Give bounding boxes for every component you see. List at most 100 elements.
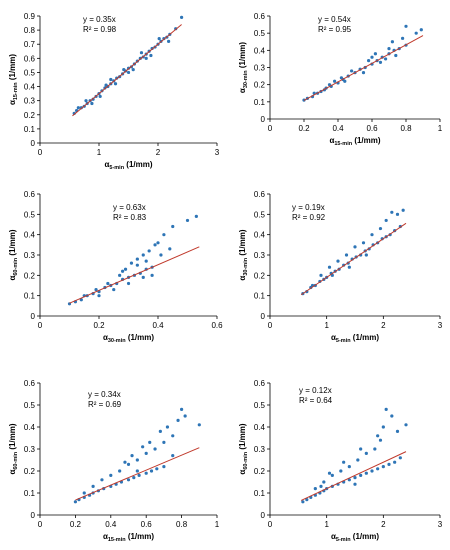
data-point <box>126 478 131 482</box>
trendline <box>300 222 407 296</box>
data-point <box>149 469 154 473</box>
data-point <box>327 471 332 475</box>
data-point <box>149 53 153 58</box>
data-point <box>364 471 368 475</box>
data-point <box>197 423 201 427</box>
data-point <box>319 484 323 488</box>
y-tick-label: 0.4 <box>254 423 266 432</box>
data-point <box>384 407 388 411</box>
x-tick-label: 0.6 <box>141 520 153 529</box>
data-point <box>387 462 391 466</box>
chart-panel-p5: 0 0.2 0.4 0.6 0.8 1 0 0.1 0.2 0.3 0.4 0.5 0.6 y = 0.3… <box>8 379 220 543</box>
data-point <box>367 59 371 63</box>
data-point <box>176 418 180 422</box>
x-axis-label: α5-min (1/mm) <box>331 532 379 543</box>
y-tick-label: 0.2 <box>24 467 36 476</box>
data-point <box>76 106 80 110</box>
trendline <box>303 35 424 101</box>
data-point <box>112 287 116 292</box>
y-tick-label: 0.1 <box>24 125 36 134</box>
trendline <box>75 447 200 501</box>
y-axis-label: α60-min (1/mm) <box>238 423 249 474</box>
data-point <box>171 224 175 229</box>
data-point <box>347 478 351 482</box>
r-squared-label: R² = 0.98 <box>83 25 117 34</box>
data-point <box>141 445 145 449</box>
data-point <box>171 434 175 438</box>
y-tick-label: 0.9 <box>24 12 36 21</box>
x-tick-label: 1 <box>97 148 102 157</box>
data-point <box>104 83 108 87</box>
x-tick-label: 0.4 <box>105 520 117 529</box>
y-tick-label: 0.6 <box>254 190 266 199</box>
data-point <box>378 60 383 64</box>
x-tick-label: 0 <box>268 520 273 529</box>
data-point <box>356 458 360 462</box>
chart-panel-p1: 0 1 2 3 0 0.1 0.2 0.3 0.4 0.5 0.6 0.7 0.8 0.9 y = 0.35… <box>8 12 220 171</box>
data-point <box>395 212 400 216</box>
y-tick-label: 0 <box>261 115 266 124</box>
data-point <box>162 465 166 469</box>
r-squared-label: R² = 0.83 <box>113 213 147 222</box>
data-point <box>395 429 400 433</box>
x-axis-label: α5-min (1/mm) <box>331 333 379 344</box>
y-tick-label: 0 <box>31 312 36 321</box>
chart-panel-p3: 0 0.2 0.4 0.6 0 0.1 0.2 0.3 0.4 0.5 0.6 y = 0.63xR²… <box>8 190 223 344</box>
data-point <box>168 247 172 251</box>
data-point <box>359 447 363 451</box>
r-squared-label: R² = 0.92 <box>292 213 326 222</box>
data-point <box>404 24 408 28</box>
data-point <box>144 471 148 475</box>
data-point <box>137 473 141 477</box>
y-tick-label: 0.3 <box>254 251 266 260</box>
data-point <box>343 79 347 83</box>
data-point <box>364 253 368 257</box>
x-tick-label: 3 <box>215 148 220 157</box>
data-point <box>123 267 128 271</box>
x-tick-label: 2 <box>381 321 386 330</box>
data-point <box>353 245 357 249</box>
data-point <box>327 265 332 269</box>
data-point <box>153 447 157 451</box>
data-point <box>339 76 343 80</box>
x-tick-label: 0.8 <box>176 520 188 529</box>
y-axis-label: α60-min (1/mm) <box>8 229 19 280</box>
regression-equation: y = 0.54x <box>318 15 351 24</box>
data-point <box>153 243 157 247</box>
data-point <box>183 414 187 418</box>
data-point <box>322 480 326 484</box>
data-point <box>158 429 162 433</box>
data-point <box>353 476 357 480</box>
data-point <box>82 491 86 495</box>
data-point <box>376 434 380 438</box>
data-point <box>398 456 402 460</box>
data-point <box>373 447 377 451</box>
x-tick-label: 0 <box>268 124 273 133</box>
data-point <box>141 253 145 257</box>
data-point <box>94 287 98 292</box>
data-point <box>378 226 383 231</box>
data-point <box>347 465 351 469</box>
data-point <box>185 218 190 223</box>
data-point <box>361 241 366 245</box>
y-tick-label: 0 <box>261 312 266 321</box>
data-point <box>135 263 139 267</box>
y-tick-label: 0 <box>31 139 36 148</box>
data-point <box>147 249 151 253</box>
x-tick-label: 2 <box>156 148 161 157</box>
regression-equation: y = 0.63x <box>113 203 146 212</box>
data-point <box>84 99 88 103</box>
trendline <box>69 246 200 304</box>
data-point <box>419 28 423 32</box>
y-tick-label: 0.2 <box>254 467 266 476</box>
data-point <box>194 214 198 218</box>
y-tick-label: 0.4 <box>24 423 36 432</box>
data-point <box>159 253 163 257</box>
y-tick-label: 0.8 <box>24 26 36 35</box>
y-tick-label: 0.6 <box>254 379 266 388</box>
data-point <box>144 259 148 263</box>
x-tick-label: 0 <box>38 321 43 330</box>
